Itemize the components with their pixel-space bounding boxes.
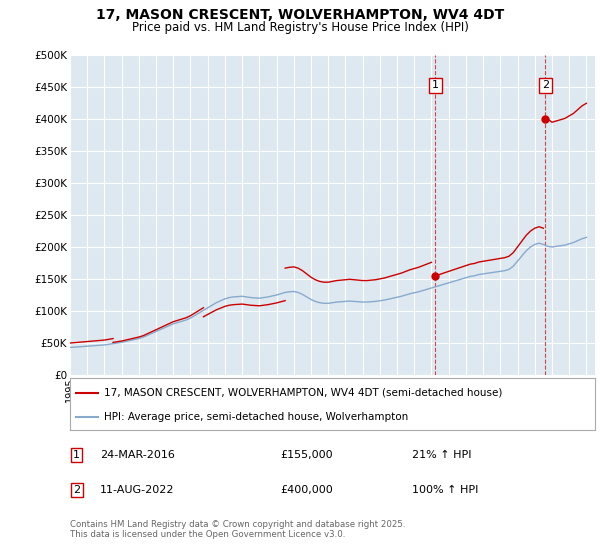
Text: 2: 2	[73, 485, 80, 495]
Text: Price paid vs. HM Land Registry's House Price Index (HPI): Price paid vs. HM Land Registry's House …	[131, 21, 469, 34]
Text: 100% ↑ HPI: 100% ↑ HPI	[412, 485, 478, 495]
Text: £400,000: £400,000	[280, 485, 333, 495]
Text: 1: 1	[73, 450, 80, 460]
Text: 1: 1	[432, 81, 439, 90]
Text: 11-AUG-2022: 11-AUG-2022	[100, 485, 175, 495]
Text: 21% ↑ HPI: 21% ↑ HPI	[412, 450, 472, 460]
Text: £155,000: £155,000	[280, 450, 332, 460]
Text: 24-MAR-2016: 24-MAR-2016	[100, 450, 175, 460]
Text: 2: 2	[542, 81, 549, 90]
Text: Contains HM Land Registry data © Crown copyright and database right 2025.
This d: Contains HM Land Registry data © Crown c…	[70, 520, 406, 539]
Text: HPI: Average price, semi-detached house, Wolverhampton: HPI: Average price, semi-detached house,…	[104, 412, 409, 422]
Text: 17, MASON CRESCENT, WOLVERHAMPTON, WV4 4DT (semi-detached house): 17, MASON CRESCENT, WOLVERHAMPTON, WV4 4…	[104, 388, 503, 398]
Text: 17, MASON CRESCENT, WOLVERHAMPTON, WV4 4DT: 17, MASON CRESCENT, WOLVERHAMPTON, WV4 4…	[96, 8, 504, 22]
